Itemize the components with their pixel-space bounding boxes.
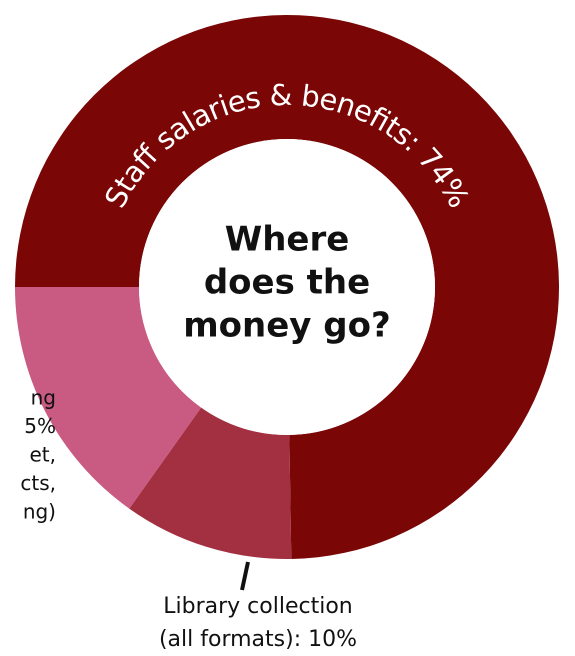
slice-label: et,	[29, 443, 56, 467]
donut-slice	[15, 15, 559, 559]
center-title: does the	[204, 263, 370, 303]
donut-slice	[129, 407, 292, 559]
slice-label: (all formats): 10%	[159, 627, 357, 652]
slice-label: ng)	[23, 500, 56, 524]
slice-label: 5%	[24, 414, 56, 438]
slice-label: cts,	[20, 471, 56, 495]
slice-label: ng	[31, 386, 56, 410]
slice-label: Library collection	[163, 594, 352, 619]
slices	[15, 15, 559, 559]
center-title: money go?	[183, 306, 390, 346]
leader-line	[240, 561, 250, 591]
donut-hole	[139, 139, 435, 435]
donut-slice	[15, 287, 202, 509]
center-title: Where	[225, 220, 350, 260]
